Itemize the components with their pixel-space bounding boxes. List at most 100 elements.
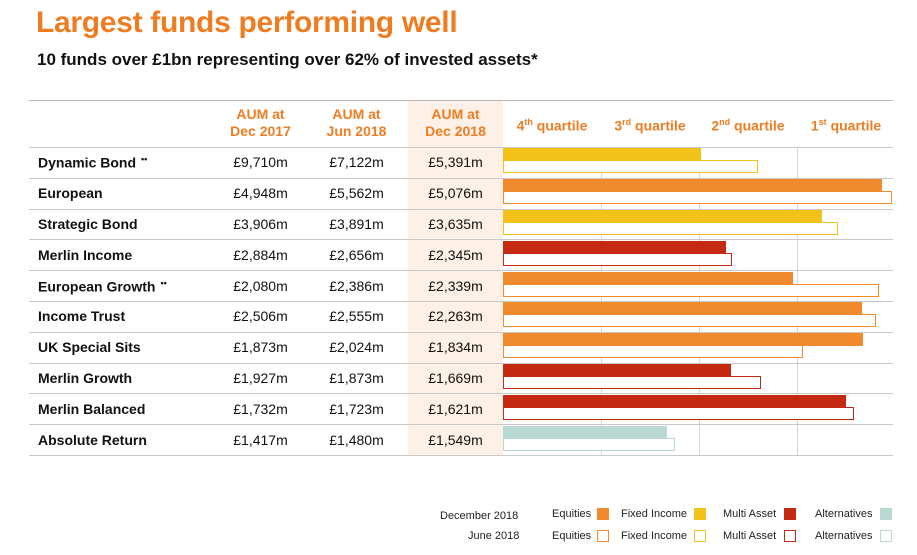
legend-swatch-alternatives-filled xyxy=(880,508,892,520)
bar-jun-2018 xyxy=(503,376,761,389)
aum-dec2018-cell: £1,621m xyxy=(428,400,483,417)
aum-jun2018-cell: £2,555m xyxy=(329,308,384,325)
legend-swatch-fixed-income-outline xyxy=(694,530,706,542)
row-divider xyxy=(29,301,893,302)
fund-name-text: Merlin Growth xyxy=(38,370,133,386)
fund-name-text: Dynamic Bond xyxy=(38,155,137,172)
row-divider xyxy=(29,362,893,364)
column-header-line: Dec 2018 xyxy=(425,123,486,139)
fund-name-text: European Growth xyxy=(38,278,156,295)
aum-jun2018-cell: £3,891m xyxy=(329,216,384,232)
fund-name-text: European xyxy=(38,185,103,202)
fund-name: Absolute Return xyxy=(38,432,147,448)
quartile-header: 4th quartile xyxy=(503,117,601,134)
fund-name: Dynamic Bond •• xyxy=(38,154,147,171)
fund-name: European Growth •• xyxy=(38,278,167,295)
legend-swatch-fixed-income-filled xyxy=(694,508,706,520)
quartile-header: 3rd quartile xyxy=(601,117,699,134)
quartile-number: 2 xyxy=(711,117,720,134)
column-header-line: Dec 2017 xyxy=(230,123,291,139)
aum-dec2017-cell: £2,506m xyxy=(233,308,288,325)
bar-dec-2018 xyxy=(503,271,794,285)
aum-dec2018-cell: £2,345m xyxy=(428,246,483,263)
bar-jun-2018 xyxy=(503,437,675,451)
quartile-number: 1 xyxy=(810,117,819,134)
quartile-header: 1st quartile xyxy=(797,117,895,134)
row-divider xyxy=(29,393,893,395)
aum-jun2018-cell: £1,480m xyxy=(329,431,384,448)
aum-dec2017-cell: £4,948m xyxy=(233,185,288,202)
header-rule xyxy=(29,147,893,148)
aum-jun2018-cell: £2,656m xyxy=(329,246,384,263)
row-divider xyxy=(29,270,893,272)
quartile-suffix: rd xyxy=(622,117,632,127)
aum-dec2018-cell: £2,263m xyxy=(428,308,483,325)
bar-dec-2018 xyxy=(503,394,846,408)
bar-dec-2018 xyxy=(503,148,701,162)
aum-dec2017-cell: £1,732m xyxy=(233,400,288,417)
fund-name: Income Trust xyxy=(38,308,125,324)
aum-dec2018-cell: £5,076m xyxy=(428,185,483,202)
bar-jun-2018 xyxy=(503,314,877,328)
aum-dec2017-cell: £1,873m xyxy=(233,339,288,356)
column-header-line: Jun 2018 xyxy=(326,123,387,139)
bar-jun-2018 xyxy=(503,283,880,297)
aum-dec2017-cell: £2,884m xyxy=(233,246,288,263)
legend-label-alternatives: Alternatives xyxy=(815,530,873,542)
legend-swatch-alternatives-outline xyxy=(880,530,892,542)
bar-jun-2018 xyxy=(503,160,758,174)
quartile-label: quartile xyxy=(830,117,882,134)
dec-2018-column-highlight xyxy=(408,101,503,455)
column-header-jun-2018: AUM at Jun 2018 xyxy=(309,106,404,140)
legend-period-jun-2018: June 2018 xyxy=(468,530,520,542)
bar-dec-2018 xyxy=(503,240,727,254)
fund-name: Merlin Balanced xyxy=(38,401,145,417)
fund-name-text: Merlin Income xyxy=(38,246,133,263)
aum-jun2018-cell: £2,024m xyxy=(329,339,384,356)
bar-dec-2018 xyxy=(503,302,862,316)
quartile-number: 3 xyxy=(614,117,623,134)
aum-dec2017-cell: £2,080m xyxy=(233,277,288,294)
column-header-dec-2017: AUM at Dec 2017 xyxy=(213,106,308,140)
quartile-suffix: st xyxy=(818,117,827,127)
fund-name-text: Income Trust xyxy=(38,308,126,325)
legend-label-equities: Equities xyxy=(552,530,592,542)
legend-label-fixed-income: Fixed Income xyxy=(621,508,688,520)
quartile-header: 2nd quartile xyxy=(699,117,797,134)
fund-name-text: Strategic Bond xyxy=(38,216,138,232)
legend-swatch-equities-filled xyxy=(597,508,609,520)
aum-jun2018-cell: £7,122m xyxy=(329,154,384,171)
bar-jun-2018 xyxy=(503,222,839,235)
fund-name-text: UK Special Sits xyxy=(38,339,141,356)
page-subtitle: 10 funds over £1bn representing over 62%… xyxy=(37,50,538,69)
fund-name-text: Merlin Balanced xyxy=(38,400,146,417)
bar-jun-2018 xyxy=(503,252,733,266)
fund-name-text: Absolute Return xyxy=(38,431,147,448)
bar-jun-2018 xyxy=(503,406,854,420)
column-header-dec-2018: AUM at Dec 2018 xyxy=(408,106,503,140)
bar-jun-2018 xyxy=(503,191,893,205)
bar-dec-2018 xyxy=(503,425,667,439)
row-divider xyxy=(29,208,893,210)
aum-dec2018-cell: £1,549m xyxy=(428,431,483,448)
legend-label-fixed-income: Fixed Income xyxy=(621,530,688,542)
aum-dec2017-cell: £1,927m xyxy=(233,370,288,386)
fund-footnote-mark: •• xyxy=(141,154,148,165)
fund-name: European xyxy=(38,185,103,201)
quartile-label: quartile xyxy=(635,117,686,134)
quartile-suffix: th xyxy=(524,117,533,127)
bar-dec-2018 xyxy=(503,210,822,223)
legend-swatch-equities-outline xyxy=(597,530,609,542)
row-divider xyxy=(29,455,893,456)
fund-name: Strategic Bond xyxy=(38,216,138,232)
legend-label-equities: Equities xyxy=(552,508,592,520)
column-header-line: AUM at xyxy=(332,106,381,122)
aum-jun2018-cell: £2,386m xyxy=(329,277,384,294)
quartile-suffix: nd xyxy=(719,117,731,127)
row-divider xyxy=(29,239,893,241)
aum-dec2018-cell: £1,834m xyxy=(428,339,483,356)
legend-period-dec-2018: December 2018 xyxy=(440,510,519,522)
aum-jun2018-cell: £5,562m xyxy=(329,185,384,202)
quartile-label: quartile xyxy=(734,117,785,134)
aum-jun2018-cell: £1,873m xyxy=(329,370,384,386)
